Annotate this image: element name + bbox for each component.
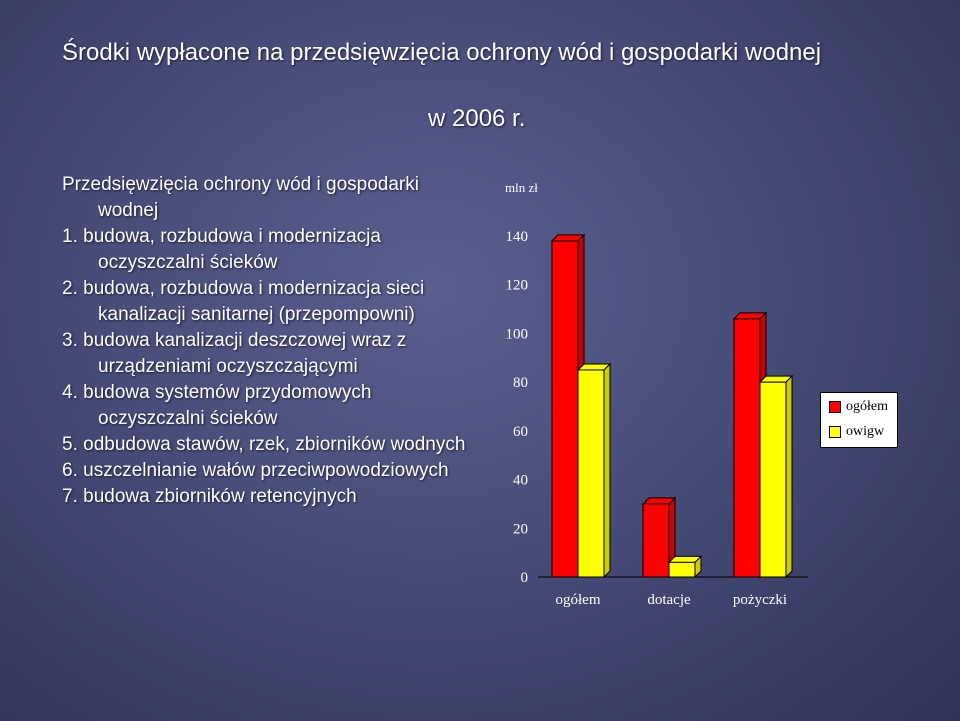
project-list-item: 1. budowa, rozbudowa i modernizacja oczy… bbox=[62, 226, 381, 273]
y-tick-label: 20 bbox=[513, 521, 528, 537]
bar-side-face bbox=[603, 362, 611, 579]
bar bbox=[759, 381, 787, 578]
slide-title: Środki wypłacone na przedsięwzięcia ochr… bbox=[62, 39, 822, 66]
slide-title-year: w 2006 r. bbox=[428, 105, 526, 132]
bar bbox=[551, 240, 579, 578]
chart-legend: ogółem owigw bbox=[820, 392, 898, 448]
project-list-item: 2. budowa, rozbudowa i modernizacja siec… bbox=[62, 278, 425, 325]
bar bbox=[733, 318, 761, 578]
y-tick-label: 100 bbox=[506, 326, 529, 342]
project-list-item: 6. uszczelnianie wałów przeciwpowodziowy… bbox=[62, 460, 449, 481]
y-tick-label: 60 bbox=[513, 424, 528, 440]
bar-side-face bbox=[785, 374, 793, 579]
x-tick-label: dotacje bbox=[647, 592, 691, 608]
project-list-item: 7. budowa zbiorników retencyjnych bbox=[62, 486, 357, 507]
legend-swatch-red bbox=[829, 401, 841, 413]
y-axis-ticks: 0 20 40 60 80 100 120 140 bbox=[506, 229, 529, 586]
y-tick-label: 120 bbox=[506, 278, 529, 294]
bars bbox=[550, 233, 794, 579]
legend-item: owigw bbox=[821, 421, 897, 443]
legend-swatch-yellow bbox=[829, 426, 841, 438]
project-list-heading: Przedsięwzięcia ochrony wód i gospodarki… bbox=[62, 174, 419, 221]
y-tick-label: 80 bbox=[513, 375, 528, 391]
legend-label: ogółem bbox=[846, 399, 888, 414]
project-list-item: 5. odbudowa stawów, rzek, zbiorników wod… bbox=[62, 434, 466, 455]
y-tick-label: 40 bbox=[513, 473, 528, 489]
y-axis-label: mln zł bbox=[505, 180, 538, 195]
bar bbox=[642, 503, 670, 578]
legend-item: ogółem bbox=[821, 396, 897, 418]
x-tick-label: pożyczki bbox=[733, 592, 787, 608]
bar bbox=[577, 369, 605, 578]
x-tick-label: ogółem bbox=[556, 592, 601, 608]
x-axis-labels: ogółem dotacje pożyczki bbox=[556, 592, 788, 608]
legend-label: owigw bbox=[846, 424, 885, 439]
y-tick-label: 0 bbox=[521, 570, 529, 586]
y-tick-label: 140 bbox=[506, 229, 529, 245]
project-list: Przedsięwzięcia ochrony wód i gospodarki… bbox=[62, 172, 472, 510]
project-list-item: 4. budowa systemów przydomowych oczyszcz… bbox=[62, 382, 372, 429]
bar bbox=[668, 561, 696, 578]
project-list-item: 3. budowa kanalizacji deszczowej wraz z … bbox=[62, 330, 407, 377]
